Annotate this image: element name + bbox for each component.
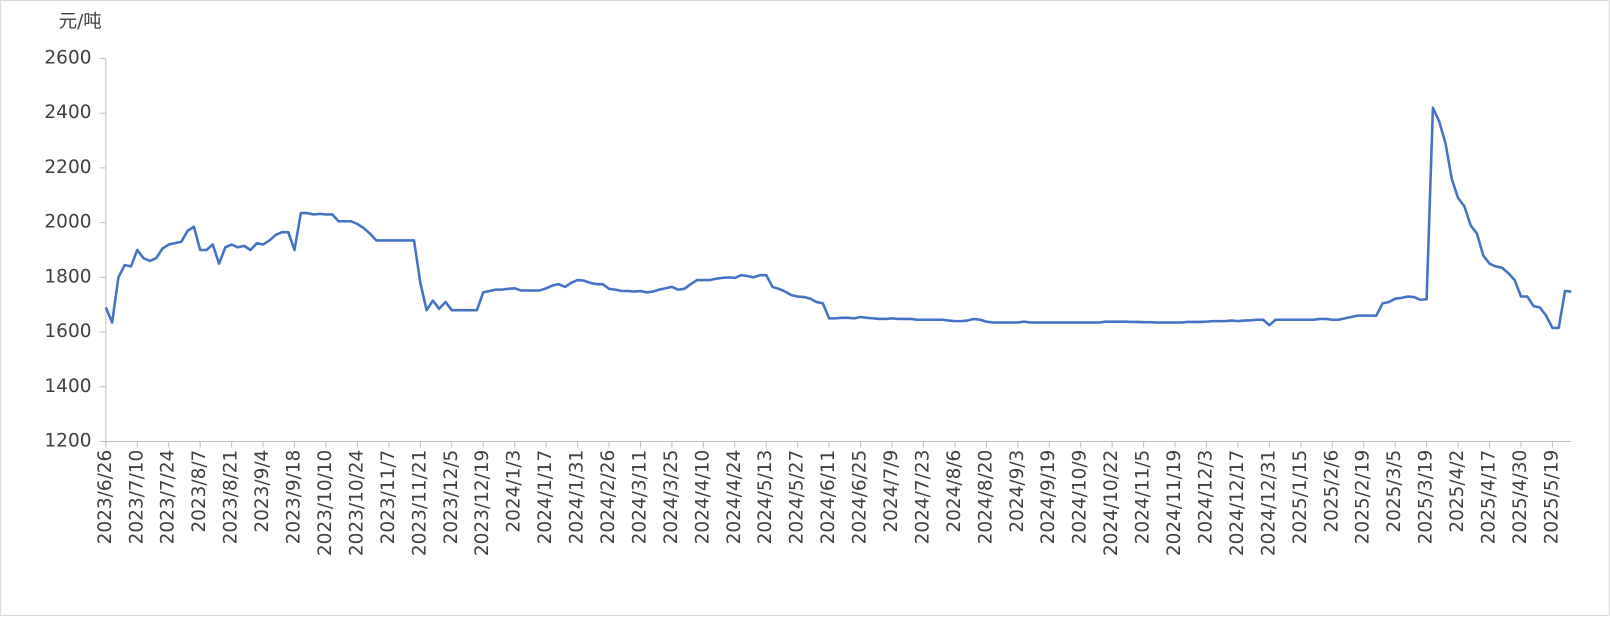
- x-tick-label: 2025/4/2: [1447, 450, 1468, 533]
- x-tick-label: 2023/6/26: [95, 450, 116, 545]
- x-tick-label: 2024/6/11: [818, 450, 839, 545]
- x-tick-label: 2023/8/7: [189, 450, 210, 533]
- x-tick-label: 2025/2/19: [1353, 450, 1374, 545]
- x-tick-label: 2025/1/15: [1290, 450, 1311, 545]
- x-tick-label: 2025/3/19: [1416, 450, 1437, 545]
- x-tick-label: 2024/11/19: [1164, 450, 1185, 556]
- x-tick-label: 2025/4/17: [1479, 450, 1500, 545]
- x-tick-label: 2024/1/3: [504, 450, 525, 533]
- x-tick-label: 2023/7/24: [158, 450, 179, 545]
- y-tick-label: 1400: [44, 376, 91, 397]
- x-tick-label: 2025/4/30: [1510, 450, 1531, 545]
- x-tick-label: 2024/12/17: [1227, 450, 1248, 556]
- x-tick-label: 2024/6/25: [850, 450, 871, 545]
- x-tick-label: 2024/3/11: [629, 450, 650, 545]
- y-tick-label: 1800: [44, 266, 91, 287]
- x-tick-label: 2024/4/24: [724, 450, 745, 545]
- x-tick-label: 2023/7/10: [126, 450, 147, 545]
- x-tick-label: 2023/8/21: [221, 450, 242, 545]
- x-tick-label: 2023/9/18: [284, 450, 305, 545]
- x-tick-label: 2023/9/4: [252, 450, 273, 533]
- x-tick-label: 2025/3/5: [1384, 450, 1405, 533]
- x-tick-label: 2024/7/23: [912, 450, 933, 545]
- x-tick-label: 2024/2/26: [598, 450, 619, 545]
- unit-label: 元/吨: [59, 12, 102, 33]
- x-tick-label: 2024/12/3: [1195, 450, 1216, 545]
- x-tick-label: 2024/9/19: [1038, 450, 1059, 545]
- x-tick-label: 2023/11/21: [409, 450, 430, 556]
- y-tick-label: 2200: [44, 157, 91, 178]
- x-tick-label: 2024/9/3: [1007, 450, 1028, 533]
- x-tick-label: 2025/2/6: [1321, 450, 1342, 533]
- x-tick-label: 2024/4/10: [692, 450, 713, 545]
- x-tick-label: 2024/8/6: [944, 450, 965, 533]
- x-tick-label: 2024/5/27: [787, 450, 808, 545]
- x-tick-label: 2024/11/5: [1133, 450, 1154, 545]
- x-tick-label: 2024/1/17: [535, 450, 556, 545]
- x-tick-label: 2024/10/22: [1101, 450, 1122, 556]
- x-tick-label: 2025/5/19: [1541, 450, 1562, 545]
- x-tick-label: 2024/5/13: [755, 450, 776, 545]
- y-tick-label: 1200: [44, 430, 91, 451]
- y-tick-label: 2600: [44, 48, 91, 69]
- x-tick-label: 2023/12/5: [441, 450, 462, 545]
- x-tick-label: 2024/7/9: [881, 450, 902, 533]
- x-tick-label: 2024/1/31: [567, 450, 588, 545]
- x-tick-label: 2023/10/24: [346, 450, 367, 556]
- x-tick-label: 2023/10/10: [315, 450, 336, 556]
- y-tick-label: 2000: [44, 212, 91, 233]
- x-tick-label: 2024/12/31: [1258, 450, 1279, 556]
- y-tick-label: 1600: [44, 321, 91, 342]
- line: [104, 106, 1572, 330]
- x-tick-label: 2023/12/19: [472, 450, 493, 556]
- x-tick-label: 2024/10/9: [1070, 450, 1091, 545]
- x-tick-label: 2024/8/20: [975, 450, 996, 545]
- x-tick-label: 2024/3/25: [661, 450, 682, 545]
- x-tick-label: 2023/11/7: [378, 450, 399, 545]
- y-tick-label: 2400: [44, 102, 91, 123]
